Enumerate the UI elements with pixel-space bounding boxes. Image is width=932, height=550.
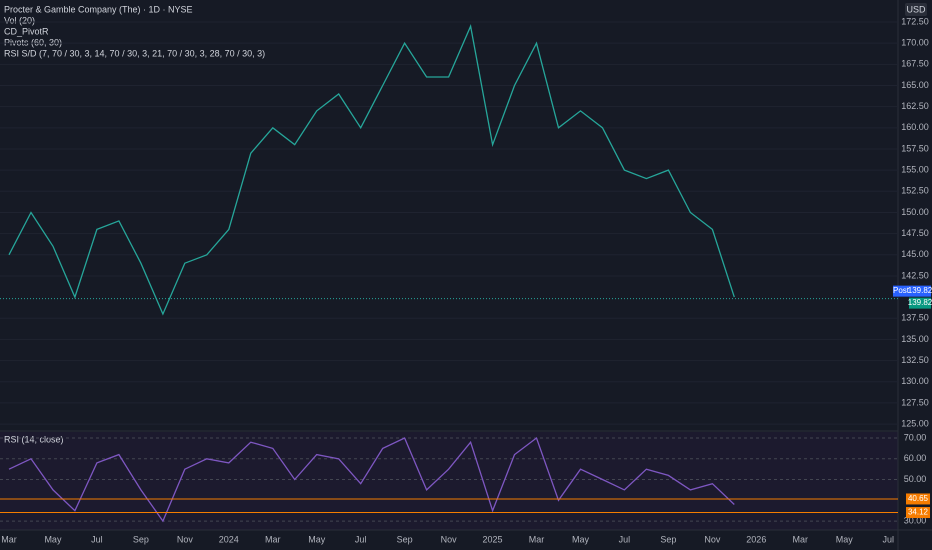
indicator[interactable]: RSI S/D (7, 70 / 30, 3, 14, 70 / 30, 3, … (4, 48, 265, 58)
y-tick-label: 150.00 (901, 207, 929, 217)
y-tick-label: 137.50 (901, 313, 929, 323)
x-tick-label: Mar (265, 534, 281, 544)
y-tick-label: 147.50 (901, 228, 929, 238)
y-tick-label: 160.00 (901, 122, 929, 132)
y-tick-label: 157.50 (901, 143, 929, 153)
x-tick-label: Jul (91, 534, 103, 544)
x-tick-label: Nov (177, 534, 194, 544)
x-tick-label: Sep (397, 534, 413, 544)
price-badge (909, 285, 931, 297)
x-tick-label: Mar (1, 534, 17, 544)
y-tick-label: 165.00 (901, 80, 929, 90)
y-tick-label: 130.00 (901, 376, 929, 386)
x-tick-label: May (836, 534, 854, 544)
post-label: Post (893, 286, 910, 295)
x-tick-label: 2026 (746, 534, 766, 544)
value-label: 40.65 (908, 494, 929, 503)
x-tick-label: Nov (704, 534, 721, 544)
chart-title: Procter & Gamble Company (The) · 1D · NY… (4, 4, 193, 14)
y-tick-label: 132.50 (901, 355, 929, 365)
x-tick-label: May (44, 534, 62, 544)
value-badge (906, 493, 930, 505)
value-badge (906, 507, 930, 519)
currency[interactable]: USD (906, 4, 926, 14)
x-tick-label: Jul (882, 534, 894, 544)
x-tick-label: Sep (660, 534, 676, 544)
y-tick-label: 145.00 (901, 249, 929, 259)
x-tick-label: Mar (793, 534, 809, 544)
x-tick-label: Mar (529, 534, 545, 544)
y-tick-label: 30.00 (904, 515, 927, 525)
series-line (8, 436, 735, 523)
y-tick-label: 155.00 (901, 165, 929, 175)
y-tick-label: 60.00 (904, 453, 927, 463)
indicator[interactable]: CD_PivotR (4, 26, 49, 36)
price-label: 139.82 (908, 298, 932, 307)
y-tick-label: 152.50 (901, 186, 929, 196)
price-badge (909, 297, 931, 309)
x-tick-label: May (572, 534, 590, 544)
currency-box[interactable] (905, 3, 927, 16)
indicator[interactable]: Pivots (60, 30) (4, 37, 62, 47)
y-tick-label: 162.50 (901, 101, 929, 111)
x-tick-label: Nov (441, 534, 458, 544)
y-tick-label: 170.00 (901, 38, 929, 48)
series-line (8, 23, 735, 316)
y-tick-label: 125.00 (901, 418, 929, 428)
x-tick-label: 2024 (219, 534, 239, 544)
x-tick-label: Jul (619, 534, 631, 544)
y-tick-label: 50.00 (904, 474, 927, 484)
y-tick-label: 70.00 (904, 432, 927, 442)
rsi-title[interactable]: RSI (14, close) (4, 434, 64, 444)
y-tick-label: 172.50 (901, 16, 929, 26)
x-tick-label: Jul (355, 534, 367, 544)
y-tick-label: 167.50 (901, 59, 929, 69)
price-label: 139.82 (908, 286, 932, 295)
rsi-pane (0, 432, 898, 530)
x-tick-label: 2025 (483, 534, 503, 544)
y-tick-label: 142.50 (901, 270, 929, 280)
post-badge (893, 285, 909, 297)
y-tick-label: 135.00 (901, 334, 929, 344)
y-tick-label: 127.50 (901, 397, 929, 407)
x-tick-label: Sep (133, 534, 149, 544)
x-tick-label: May (308, 534, 326, 544)
value-label: 34.12 (908, 508, 929, 517)
indicator[interactable]: Vol (20) (4, 15, 35, 25)
